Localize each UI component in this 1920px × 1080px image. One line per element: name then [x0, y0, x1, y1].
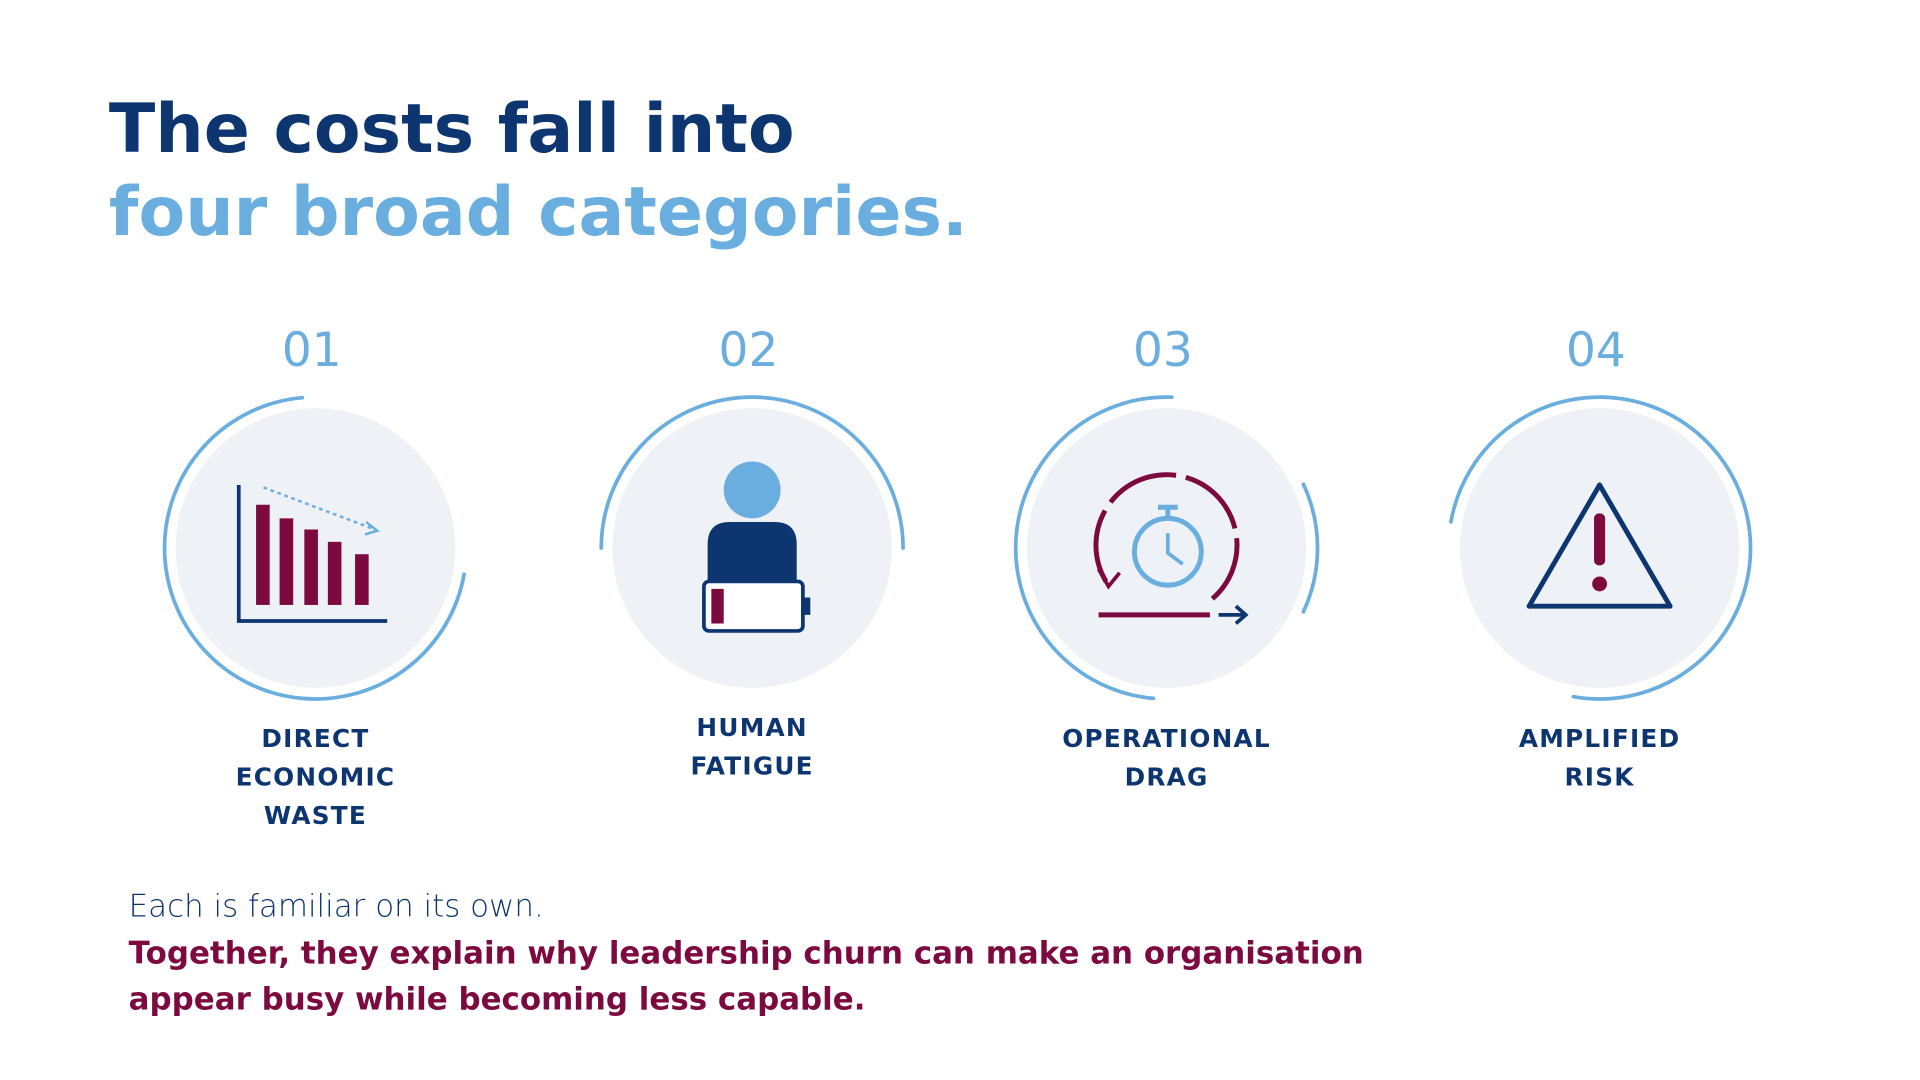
footer-emphasis: appear busy while becoming less capable. [129, 981, 866, 1017]
item-label: OPERATIONAL [1062, 724, 1271, 753]
title-line: The costs fall into [109, 90, 795, 169]
item-label: DRAG [1125, 763, 1209, 792]
footer-emphasis: Together, they explain why leadership ch… [129, 936, 1364, 972]
item-number: 04 [1566, 323, 1626, 378]
chart-icon [236, 484, 388, 623]
ring-arc [1013, 395, 1174, 701]
title-line: four broad categories. [109, 173, 968, 252]
footer-intro: Each is familiar on its own. [129, 889, 544, 925]
item-number: 01 [282, 323, 342, 378]
item-label: DIRECT [261, 724, 369, 753]
ring-arc [1449, 395, 1753, 701]
drag-icon [1093, 472, 1249, 625]
item-label: ECONOMIC [236, 763, 396, 792]
fatigue-icon [702, 461, 811, 633]
item-label: WASTE [264, 801, 367, 830]
item-label: RISK [1564, 763, 1634, 792]
item-label: AMPLIFIED [1519, 724, 1681, 753]
item-number: 02 [719, 323, 779, 378]
item-label: HUMAN [696, 713, 807, 742]
item-label: FATIGUE [691, 751, 814, 780]
ring-arc [1301, 482, 1320, 614]
risk-icon [1526, 482, 1673, 609]
ring-arc [162, 395, 466, 701]
item-number: 03 [1133, 323, 1193, 378]
ring-arc [599, 395, 905, 550]
